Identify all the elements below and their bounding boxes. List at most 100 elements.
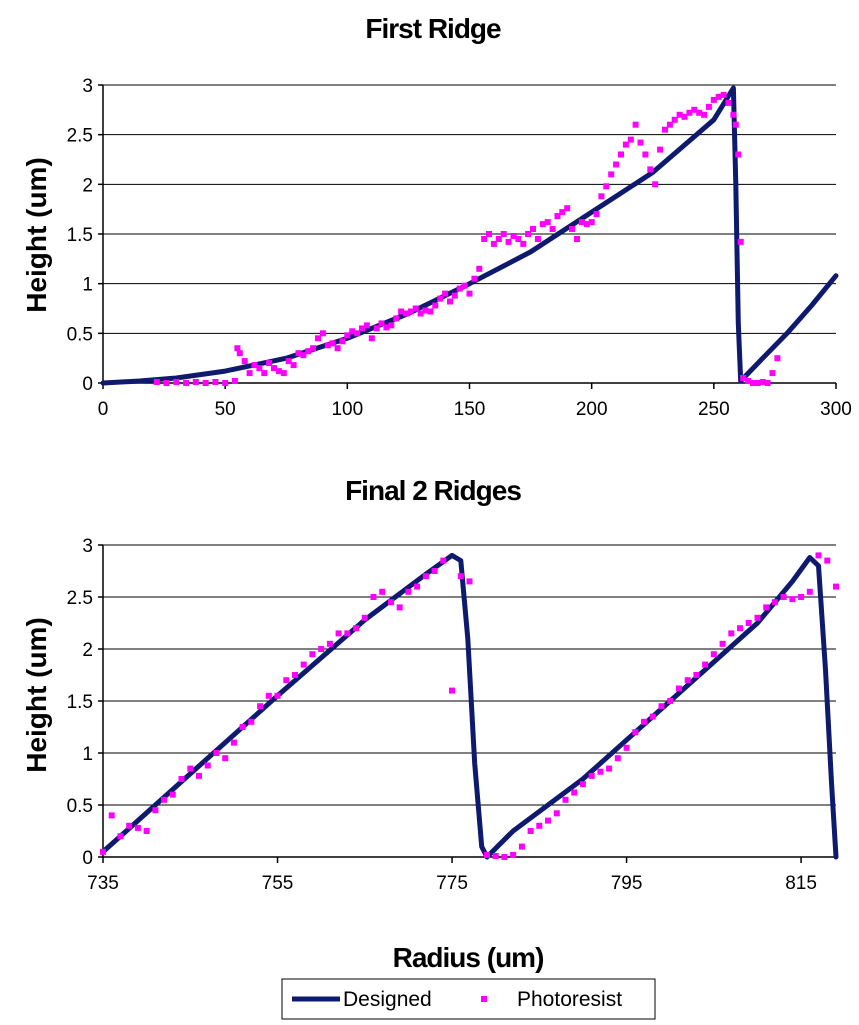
chart1-photoresist-point [261, 370, 268, 377]
chart1-photoresist-point [691, 106, 698, 113]
chart1-photoresist-point [710, 96, 717, 103]
chart1-xtick-label: 250 [698, 399, 730, 420]
chart1-photoresist-point [608, 171, 615, 178]
chart1-photoresist-point [476, 265, 483, 272]
chart2-photoresist-point [449, 687, 455, 694]
chart1-photoresist-point [701, 111, 708, 118]
chart1-photoresist-point [383, 324, 390, 331]
chart1-photoresist-point [745, 378, 751, 384]
chart2-photoresist-point [754, 614, 761, 621]
chart1-photoresist-point [505, 238, 512, 245]
chart2-photoresist-point [553, 810, 560, 817]
chart1-photoresist-point [764, 380, 771, 386]
chart2-photoresist-point [204, 762, 211, 769]
chart2-photoresist-point [274, 692, 281, 699]
chart2-photoresist-point [388, 599, 394, 606]
chart2-ytick-label: 1 [82, 744, 93, 765]
chart1-photoresist-point [588, 219, 595, 226]
chart2-photoresist-point [710, 651, 717, 658]
chart2-ytick-label: 2 [82, 640, 93, 661]
chart2-photoresist-point [824, 557, 831, 564]
chart1-photoresist-point [447, 298, 453, 305]
chart1-photoresist-point [554, 213, 561, 220]
chart1-photoresist-point [354, 330, 361, 337]
chart1-photoresist-point [737, 238, 744, 245]
chart1-photoresist-point [407, 308, 414, 315]
chart1-photoresist-point [486, 231, 492, 237]
chart1-xtick-labels: 0 50 100 150 200 250 300 [98, 399, 852, 420]
chart1-photoresist-point [769, 370, 776, 377]
chart1-photoresist-point [666, 121, 673, 128]
chart1-photoresist-point [627, 136, 634, 143]
chart1-photoresist-point [310, 345, 317, 352]
chart1-photoresist-point [657, 146, 664, 153]
chart1-photoresist-point [749, 380, 756, 386]
chart1-ytick-label: 0.5 [67, 324, 93, 345]
chart1-photoresist-point [329, 340, 336, 347]
chart1-photoresist-point [686, 109, 693, 116]
chart1-photoresist-point [642, 151, 649, 158]
chart1-ytick-label: 3 [82, 76, 93, 97]
chart2-ytick-label: 2.5 [67, 588, 93, 609]
chart1-photoresist-point [222, 380, 229, 386]
chart2-photoresist-point [588, 772, 595, 779]
chart2-photoresist-point [344, 630, 351, 637]
chart1-photoresist-point [339, 338, 346, 345]
chart1-photoresist-point [574, 236, 580, 242]
chart2-photoresist-point [527, 828, 534, 834]
chart2-title: Final 2 Ridges [345, 475, 521, 506]
chart2-photoresist-point [623, 744, 630, 751]
chart2-ytick-label: 0.5 [67, 796, 93, 817]
chart1-photoresist-point [681, 113, 688, 120]
chart1-photoresist-point [432, 302, 439, 309]
chart1-ytick-label: 1 [82, 275, 93, 296]
chart1-photoresist-point [732, 121, 739, 128]
chart1-photoresist-point [705, 103, 712, 110]
chart2-photoresist-point [771, 599, 778, 606]
chart1-photoresist-point [285, 358, 292, 365]
chart2-photoresist-point [108, 812, 115, 819]
chart2-ylabel: Height (um) [21, 617, 52, 773]
chart1-ytick-label: 2 [82, 175, 93, 196]
chart2-photoresist-point [667, 698, 674, 704]
chart1-photoresist-point [754, 380, 761, 386]
chart1-photoresist-point [622, 141, 629, 148]
chart1-photoresist-point [388, 322, 395, 329]
chart2-photoresist-point [466, 578, 473, 585]
chart2-photoresist-point [422, 573, 429, 580]
chart1-photoresist-point [368, 335, 375, 342]
chart1-photoresist-point [271, 365, 277, 372]
chart2-photoresist-point [457, 573, 464, 580]
chart2-photoresist-point [414, 583, 421, 590]
chart2-ytick-labels: 0 0.5 1 1.5 2 2.5 3 [67, 536, 93, 869]
chart1-photoresist-point [530, 226, 536, 232]
legend-photoresist-swatch [481, 996, 487, 1002]
chart2-photoresist-point [501, 854, 508, 860]
chart1-photoresist-point [671, 116, 678, 123]
chart2-photoresist-point [536, 822, 543, 829]
chart1-photoresist-point [192, 379, 199, 385]
chart2-photoresist-point [745, 620, 752, 626]
chart2-photoresist-point [510, 851, 517, 858]
chart1-photoresist-point [212, 379, 219, 385]
chart2-ytick-label: 3 [82, 536, 93, 557]
chart1-photoresist-point [534, 236, 541, 242]
chart2-photoresist-point [492, 853, 499, 859]
chart1-ylabel: Height (um) [21, 157, 52, 313]
chart2-photoresist-point [440, 557, 447, 564]
chart2-photoresist-point [222, 755, 229, 762]
chart2-photoresist-point [257, 703, 264, 710]
chart1-photoresist-point [456, 285, 463, 292]
chart1-xtick-label: 200 [576, 399, 608, 420]
chart2-photoresist-point [134, 824, 141, 831]
chart1-photoresist-point [153, 379, 160, 385]
chart2-photoresist-point [789, 596, 796, 603]
chart-first-ridge: First Ridge Height (um) 0 0.5 1 1.5 2 2.5 3 0 5… [21, 13, 852, 420]
chart1-photoresist-point [569, 226, 576, 232]
chart1-photoresist-point [417, 310, 424, 317]
chart1-ytick-label: 0 [82, 374, 93, 395]
chart2-photoresist-point [161, 796, 168, 803]
chart1-photoresist-point [334, 345, 341, 352]
chart1-photoresist-point [632, 121, 639, 128]
